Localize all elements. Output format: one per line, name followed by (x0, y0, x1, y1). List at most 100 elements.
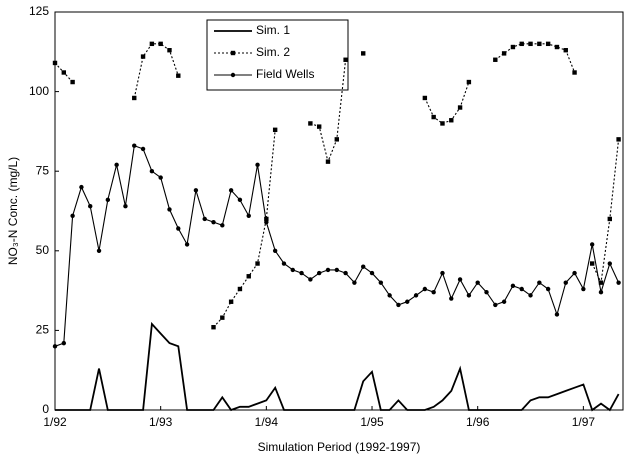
marker (581, 286, 586, 292)
marker (228, 299, 234, 304)
marker (563, 48, 568, 53)
marker (149, 41, 155, 47)
marker (343, 270, 348, 276)
marker (343, 57, 348, 62)
marker (61, 340, 67, 346)
marker (70, 213, 75, 218)
x-tick-label: 1/93 (149, 415, 173, 429)
x-tick-label: 1/97 (572, 415, 596, 429)
marker (202, 216, 207, 222)
marker (528, 293, 533, 298)
marker (387, 293, 392, 298)
series-line (54, 144, 620, 347)
marker (132, 143, 137, 148)
y-tick-label: 50 (36, 243, 50, 257)
marker (334, 267, 339, 273)
marker (167, 207, 172, 212)
marker (158, 41, 163, 47)
marker (616, 137, 621, 142)
marker (167, 48, 172, 53)
marker (554, 44, 560, 50)
marker (272, 248, 278, 253)
marker (325, 267, 331, 273)
marker (431, 289, 436, 295)
marker (563, 280, 568, 285)
y-tick-label: 100 (29, 84, 49, 98)
marker (158, 175, 163, 180)
marker (316, 270, 322, 276)
marker (149, 169, 155, 174)
marker (537, 41, 542, 47)
marker (484, 289, 489, 295)
legend-label: Field Wells (256, 67, 314, 81)
marker (246, 213, 251, 218)
x-tick-label: 1/96 (466, 415, 490, 429)
marker (52, 344, 58, 349)
marker (272, 127, 278, 133)
marker (352, 280, 357, 285)
marker (220, 223, 225, 228)
marker (176, 226, 181, 231)
marker (519, 286, 524, 292)
marker (264, 219, 269, 225)
marker (431, 114, 436, 120)
marker (334, 137, 339, 142)
marker (519, 41, 524, 47)
marker (316, 124, 322, 129)
marker (475, 280, 480, 285)
x-axis-title: Simulation Period (1992-1997) (258, 440, 421, 454)
marker (123, 204, 128, 209)
y-tick-label: 75 (36, 163, 50, 177)
legend-label: Sim. 1 (256, 23, 290, 37)
marker (528, 41, 533, 47)
marker (220, 315, 225, 320)
marker (52, 60, 58, 66)
marker (572, 70, 577, 75)
marker (501, 299, 507, 304)
marker (545, 41, 551, 47)
y-tick-label: 25 (36, 323, 50, 337)
marker (140, 146, 146, 152)
marker (228, 188, 234, 193)
series-line (424, 81, 470, 125)
series-line (494, 43, 576, 73)
marker (457, 277, 463, 282)
marker (211, 219, 216, 225)
marker (405, 299, 410, 304)
marker (493, 302, 498, 308)
marker (281, 261, 287, 266)
marker (493, 57, 498, 62)
marker (537, 280, 542, 285)
marker (308, 121, 313, 126)
marker (140, 54, 146, 59)
marker (308, 277, 313, 282)
marker (255, 162, 260, 168)
marker (545, 286, 551, 292)
marker (361, 264, 366, 269)
x-tick-label: 1/94 (255, 415, 279, 429)
y-axis-title: NO₃-N Conc. (mg/L) (6, 157, 20, 265)
marker (422, 95, 428, 101)
marker (554, 312, 560, 317)
marker (440, 270, 445, 276)
marker (132, 95, 137, 101)
series-line (133, 43, 179, 99)
marker (105, 197, 111, 203)
marker (466, 79, 472, 85)
marker (616, 280, 621, 285)
x-tick-label: 1/95 (360, 415, 384, 429)
legend-marker (230, 50, 236, 56)
marker (361, 51, 366, 56)
marker (422, 286, 428, 292)
marker (598, 289, 604, 295)
legend-marker (230, 72, 236, 78)
marker (449, 118, 454, 123)
marker (466, 293, 472, 298)
marker (396, 302, 401, 308)
marker (501, 51, 507, 56)
marker (184, 242, 190, 247)
x-tick-label: 1/92 (43, 415, 67, 429)
marker (176, 73, 181, 78)
marker (440, 121, 445, 126)
